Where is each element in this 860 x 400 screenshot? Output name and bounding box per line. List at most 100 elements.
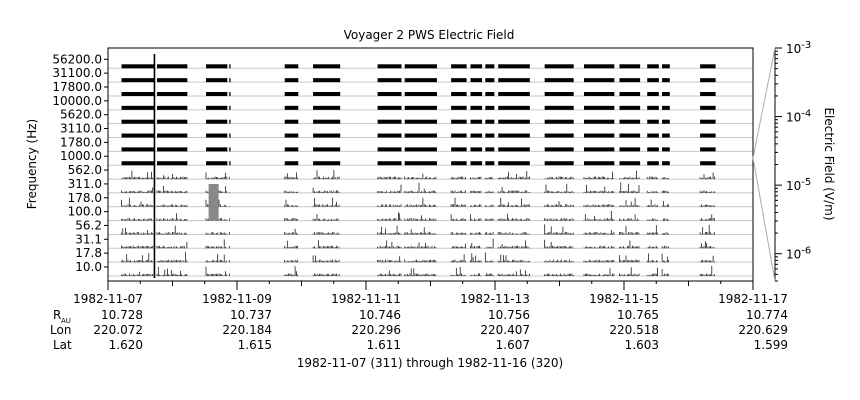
data-segment — [377, 161, 402, 166]
data-segment — [229, 91, 231, 96]
data-segment — [661, 201, 669, 207]
data-segment — [699, 214, 715, 221]
data-segment — [647, 147, 659, 152]
data-segment — [583, 268, 615, 276]
data-segment — [284, 240, 299, 249]
ephemeris-value-r: 10.737 — [230, 308, 272, 322]
data-segment — [404, 215, 437, 221]
data-segment — [404, 133, 437, 138]
y-axis-label: Frequency (Hz) — [25, 119, 39, 210]
data-segment — [700, 147, 716, 152]
data-segment — [229, 161, 231, 166]
data-segment — [544, 161, 574, 166]
data-segment — [377, 212, 402, 221]
data-segment — [205, 172, 228, 180]
data-segment — [470, 133, 483, 138]
ephemeris-value-lat: 1.603 — [625, 338, 659, 352]
data-segment — [497, 232, 530, 235]
data-segment — [312, 255, 340, 263]
data-segment — [544, 259, 574, 263]
data-segment — [485, 105, 495, 110]
data-segment — [121, 161, 154, 166]
data-segment — [485, 91, 495, 96]
data-segment — [470, 273, 482, 276]
data-segment — [156, 225, 188, 235]
data-segment — [156, 213, 188, 221]
data-segment — [156, 186, 188, 193]
data-segment — [121, 253, 154, 263]
data-segment — [661, 253, 669, 263]
data-segment — [312, 214, 340, 221]
data-segment — [284, 266, 299, 276]
data-segment — [619, 78, 641, 83]
data-segment — [662, 64, 670, 69]
data-segment — [377, 240, 402, 249]
data-segment — [451, 161, 467, 166]
data-segment — [700, 91, 716, 96]
data-segment — [544, 133, 574, 138]
data-segment — [661, 190, 669, 193]
data-segment — [156, 266, 188, 276]
colorbar-label: Electric Field (V/m) — [822, 107, 836, 220]
data-segment — [662, 78, 670, 83]
x-tick-date: 1982-11-09 — [202, 292, 272, 306]
colorbar-connector — [752, 157, 776, 282]
data-segment — [284, 199, 299, 207]
ephemeris-value-lat: 1.607 — [496, 338, 530, 352]
y-tick-label: 311.0 — [68, 177, 102, 191]
data-segment — [157, 133, 188, 138]
ephemeris-value-lon: 220.184 — [222, 323, 272, 337]
colorbar-connector — [752, 47, 776, 159]
data-segment — [157, 161, 188, 166]
data-segment — [284, 133, 299, 138]
data-segment — [121, 78, 154, 83]
data-segment — [313, 78, 341, 83]
data-layer — [108, 54, 753, 278]
data-segment — [121, 197, 154, 207]
data-segment — [661, 177, 669, 180]
data-segment — [284, 228, 299, 235]
x-tick-date: 1982-11-11 — [331, 292, 401, 306]
data-segment — [619, 133, 641, 138]
data-segment — [404, 173, 437, 180]
data-segment — [450, 254, 466, 263]
data-segment — [619, 255, 640, 263]
data-segment — [470, 119, 483, 124]
data-segment — [313, 161, 341, 166]
y-tick-label: 10000.0 — [52, 94, 102, 108]
ephemeris-value-lon: 220.296 — [351, 323, 401, 337]
data-segment — [121, 218, 154, 221]
data-segment — [498, 161, 530, 166]
data-segment — [583, 204, 615, 207]
data-segment — [485, 133, 495, 138]
data-segment — [619, 105, 641, 110]
data-segment — [313, 119, 341, 124]
data-segment — [647, 91, 659, 96]
y-tick-label: 31100.0 — [52, 66, 102, 80]
data-segment — [699, 241, 715, 249]
y-tick-label: 17.8 — [75, 246, 102, 260]
x-tick-date: 1982-11-15 — [589, 292, 659, 306]
data-segment — [484, 190, 494, 193]
data-segment — [156, 241, 188, 249]
data-segment — [404, 268, 437, 276]
data-segment — [205, 232, 228, 235]
ephemeris-value-lon: 220.407 — [480, 323, 530, 337]
data-segment — [646, 245, 658, 249]
data-segment — [699, 172, 715, 180]
colorbar-tick-label: 10-6 — [786, 246, 811, 262]
data-segment — [484, 252, 494, 263]
x-tick-date: 1982-11-13 — [460, 292, 530, 306]
y-tick-label: 5620.0 — [60, 108, 102, 122]
ephemeris-value-r: 10.765 — [617, 308, 659, 322]
data-segment — [485, 78, 495, 83]
colorbar-tick-label: 10-3 — [786, 40, 811, 56]
data-segment — [700, 105, 716, 110]
data-segment — [583, 211, 615, 221]
data-segment — [646, 190, 658, 193]
data-segment — [646, 253, 658, 263]
data-segment — [544, 91, 574, 96]
data-segment — [121, 227, 154, 235]
data-segment — [646, 225, 658, 235]
